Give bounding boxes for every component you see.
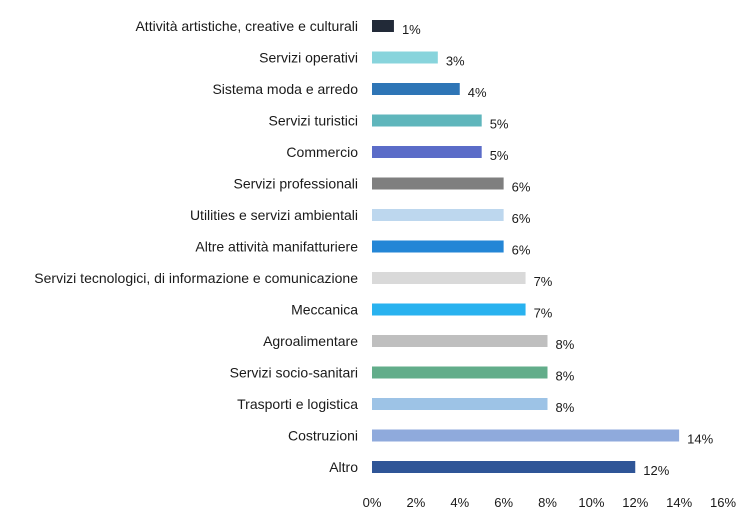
category-label: Commercio [286, 144, 358, 160]
category-label: Agroalimentare [263, 333, 358, 349]
data-label: 7% [534, 306, 553, 321]
category-label: Altro [329, 459, 358, 475]
x-tick-label: 16% [710, 495, 736, 510]
bar [372, 51, 438, 64]
category-label: Servizi turistici [269, 113, 358, 129]
bar [372, 303, 526, 316]
category-label: Meccanica [291, 302, 358, 318]
bar [372, 398, 548, 410]
category-label: Costruzioni [288, 428, 358, 444]
bar [372, 20, 394, 32]
category-label: Sistema moda e arredo [212, 81, 358, 97]
bar [372, 461, 636, 473]
bar [372, 209, 504, 221]
data-label: 12% [643, 463, 669, 478]
bar [372, 177, 504, 190]
category-label: Servizi tecnologici, di informazione e c… [34, 270, 358, 286]
bar [372, 146, 482, 158]
category-label: Utilities e servizi ambientali [190, 207, 358, 223]
data-label: 5% [490, 117, 509, 132]
category-label: Trasporti e logistica [237, 396, 358, 412]
x-tick-label: 2% [406, 495, 425, 510]
category-label: Servizi socio-sanitari [230, 365, 358, 381]
data-label: 14% [687, 432, 713, 447]
bar [372, 366, 548, 379]
x-tick-label: 10% [578, 495, 604, 510]
data-label: 7% [534, 274, 553, 289]
data-label: 5% [490, 148, 509, 163]
data-label: 6% [512, 211, 531, 226]
bar [372, 83, 460, 95]
category-label: Servizi professionali [234, 176, 359, 192]
data-labels: 1% 3% 4% 5% 5% 6% 6% 6% 7% 7% 8% 8% 8% 14% 12% [402, 22, 714, 478]
data-label: 3% [446, 54, 465, 69]
category-label: Attività artistiche, creative e cultural… [135, 18, 358, 34]
data-label: 4% [468, 85, 487, 100]
bar [372, 272, 526, 284]
bar [372, 429, 680, 442]
data-label: 8% [556, 369, 575, 384]
data-label: 6% [512, 180, 531, 195]
bars [372, 20, 680, 473]
data-label: 8% [556, 400, 575, 415]
x-tick-label: 6% [494, 495, 513, 510]
x-tick-label: 0% [363, 495, 382, 510]
bar [372, 114, 482, 127]
x-tick-label: 14% [666, 495, 692, 510]
x-tick-label: 8% [538, 495, 557, 510]
data-label: 8% [556, 337, 575, 352]
category-label: Servizi operativi [259, 50, 358, 66]
x-axis-ticks: 0% 2% 4% 6% 8% 10% 12% 14% 16% [363, 495, 737, 510]
data-label: 1% [402, 22, 421, 37]
bar [372, 335, 548, 347]
category-label: Altre attività manifatturiere [195, 239, 358, 255]
data-label: 6% [512, 243, 531, 258]
x-tick-label: 4% [450, 495, 469, 510]
category-labels: Attività artistiche, creative e cultural… [34, 18, 358, 475]
bar [372, 240, 504, 253]
x-tick-label: 12% [622, 495, 648, 510]
